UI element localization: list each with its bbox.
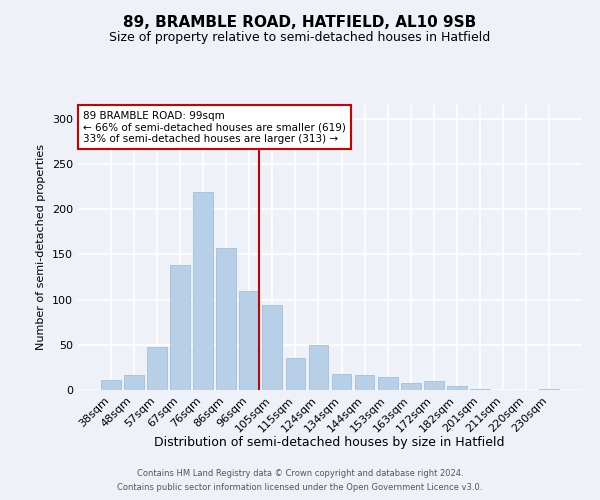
Bar: [378, 378, 398, 390]
Bar: [355, 374, 374, 390]
Text: Distribution of semi-detached houses by size in Hatfield: Distribution of semi-detached houses by …: [154, 436, 504, 449]
Bar: [308, 345, 328, 390]
Text: Contains HM Land Registry data © Crown copyright and database right 2024.: Contains HM Land Registry data © Crown c…: [137, 470, 463, 478]
Bar: [147, 348, 167, 390]
Bar: [424, 381, 443, 390]
Y-axis label: Number of semi-detached properties: Number of semi-detached properties: [37, 144, 46, 350]
Text: Size of property relative to semi-detached houses in Hatfield: Size of property relative to semi-detach…: [109, 31, 491, 44]
Bar: [262, 305, 282, 390]
Bar: [447, 386, 467, 390]
Bar: [193, 192, 213, 390]
Text: 89 BRAMBLE ROAD: 99sqm
← 66% of semi-detached houses are smaller (619)
33% of se: 89 BRAMBLE ROAD: 99sqm ← 66% of semi-det…: [83, 110, 346, 144]
Bar: [170, 265, 190, 390]
Bar: [124, 374, 143, 390]
Bar: [217, 248, 236, 390]
Text: 89, BRAMBLE ROAD, HATFIELD, AL10 9SB: 89, BRAMBLE ROAD, HATFIELD, AL10 9SB: [124, 15, 476, 30]
Bar: [332, 374, 352, 390]
Bar: [239, 292, 259, 390]
Bar: [101, 380, 121, 390]
Bar: [539, 389, 559, 390]
Bar: [286, 358, 305, 390]
Bar: [470, 389, 490, 390]
Bar: [401, 383, 421, 390]
Text: Contains public sector information licensed under the Open Government Licence v3: Contains public sector information licen…: [118, 482, 482, 492]
